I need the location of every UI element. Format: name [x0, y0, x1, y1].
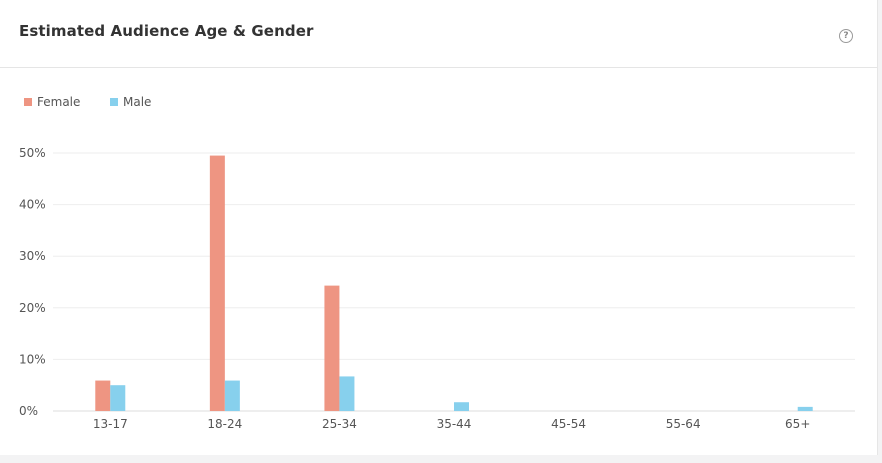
legend-item-female[interactable]: Female	[24, 95, 80, 109]
bar-male[interactable]	[110, 385, 126, 411]
bar-female[interactable]	[324, 285, 340, 411]
legend-label-female: Female	[37, 95, 81, 109]
x-tick-label: 55-64	[666, 417, 701, 431]
y-tick-label: 0%	[19, 404, 38, 418]
help-icon[interactable]: ?	[839, 29, 853, 43]
y-tick-label: 40%	[19, 198, 46, 212]
legend-swatch-female	[24, 98, 32, 106]
bar-female[interactable]	[95, 380, 111, 411]
bar-male[interactable]	[339, 376, 355, 411]
bar-female[interactable]	[209, 155, 225, 411]
y-tick-label: 10%	[19, 352, 46, 366]
bar-male[interactable]	[224, 380, 240, 411]
card-header: Estimated Audience Age & Gender ?	[0, 0, 877, 68]
legend-label-male: Male	[123, 95, 152, 109]
y-tick-label: 20%	[19, 301, 46, 315]
y-tick-label: 50%	[19, 146, 46, 160]
x-tick-label: 45-54	[551, 417, 586, 431]
x-tick-label: 13-17	[93, 417, 128, 431]
x-tick-label: 25-34	[322, 417, 357, 431]
card-title: Estimated Audience Age & Gender	[19, 22, 314, 40]
legend-item-male[interactable]: Male	[110, 95, 151, 109]
x-tick-label: 35-44	[437, 417, 472, 431]
legend-swatch-male	[110, 98, 118, 106]
x-tick-label: 65+	[785, 417, 810, 431]
bar-male[interactable]	[454, 402, 469, 411]
bar-male[interactable]	[797, 406, 813, 411]
y-tick-label: 30%	[19, 249, 46, 263]
audience-age-gender-card: Estimated Audience Age & Gender ? Female…	[0, 0, 878, 455]
x-tick-label: 18-24	[207, 417, 242, 431]
bar-chart: 0% 10% 20% 30% 40% 50% 13-17 18-24 25-34 35-44 45-…	[19, 146, 855, 431]
